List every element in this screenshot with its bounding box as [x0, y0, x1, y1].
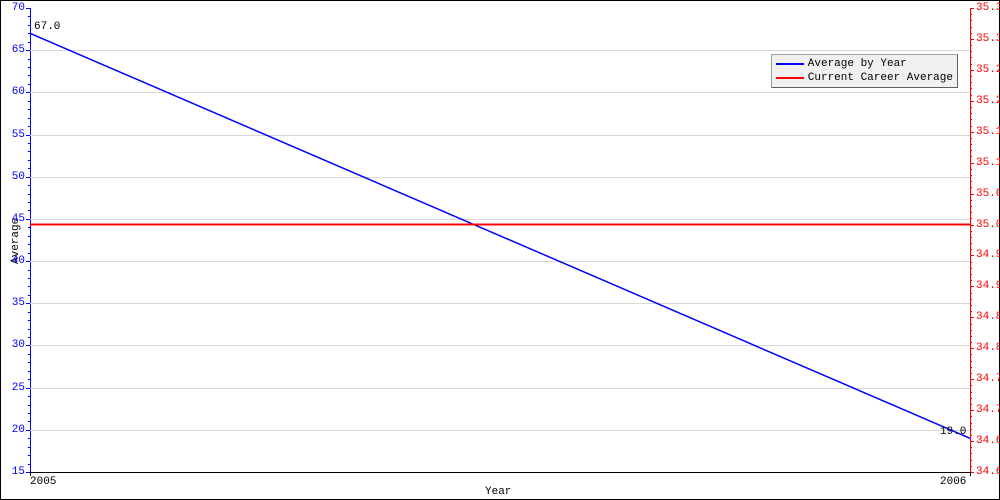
gridline-h — [30, 177, 970, 178]
y-right-tick-label: 34.80 — [976, 342, 1000, 354]
y-left-tick-label: 55 — [12, 129, 25, 141]
x-tick — [970, 472, 971, 476]
y-right-tick-label: 35.05 — [976, 188, 1000, 200]
y-left-tick — [26, 92, 30, 93]
point-label: 67.0 — [34, 21, 60, 33]
y-left-tick-label: 40 — [12, 255, 25, 267]
x-tick-label: 2006 — [940, 476, 966, 488]
gridline-h — [30, 50, 970, 51]
y-left-tick — [26, 430, 30, 431]
y-left-tick-label: 45 — [12, 213, 25, 225]
y-left-tick — [26, 345, 30, 346]
y-left-tick — [26, 219, 30, 220]
y-right-tick-label: 35.35 — [976, 2, 1000, 14]
y-right-tick-label: 34.85 — [976, 311, 1000, 323]
y-right-tick-label: 35.15 — [976, 126, 1000, 138]
legend-label-0: Average by Year — [808, 58, 907, 70]
y-right-tick-label: 34.75 — [976, 373, 1000, 385]
y-right-tick — [970, 194, 974, 195]
y-left-tick — [26, 303, 30, 304]
y-left-tick-label: 50 — [12, 171, 25, 183]
y-right-tick-label: 35.10 — [976, 157, 1000, 169]
gridline-h — [30, 388, 970, 389]
y-left-tick-label: 70 — [12, 2, 25, 14]
y-left-tick — [26, 261, 30, 262]
gridline-h — [30, 135, 970, 136]
y-axis-left-line — [30, 8, 31, 472]
gridline-h — [30, 261, 970, 262]
y-right-tick — [970, 410, 974, 411]
legend-label-1: Current Career Average — [808, 72, 953, 84]
y-right-tick — [970, 39, 974, 40]
y-right-tick — [970, 132, 974, 133]
gridline-h — [30, 303, 970, 304]
y-right-tick — [970, 348, 974, 349]
legend-swatch-0 — [776, 63, 804, 65]
gridline-h — [30, 345, 970, 346]
y-left-tick-label: 25 — [12, 382, 25, 394]
gridline-h — [30, 92, 970, 93]
y-right-tick — [970, 286, 974, 287]
y-right-tick-label: 35.00 — [976, 219, 1000, 231]
y-right-tick — [970, 70, 974, 71]
legend: Average by Year Current Career Average — [771, 54, 958, 88]
y-right-tick-label: 34.60 — [976, 466, 1000, 478]
y-right-tick — [970, 163, 974, 164]
y-left-tick-label: 35 — [12, 297, 25, 309]
y-left-tick — [26, 50, 30, 51]
y-right-tick — [970, 441, 974, 442]
y-left-tick-label: 15 — [12, 466, 25, 478]
y-axis-right-line — [970, 8, 971, 472]
y-right-tick — [970, 8, 974, 9]
y-right-tick-label: 34.95 — [976, 249, 1000, 261]
y-right-tick — [970, 101, 974, 102]
x-tick-label: 2005 — [30, 476, 56, 488]
y-right-tick-label: 35.30 — [976, 33, 1000, 45]
y-right-tick — [970, 225, 974, 226]
y-left-tick-label: 65 — [12, 44, 25, 56]
legend-item-avg-by-year: Average by Year — [776, 57, 953, 71]
y-left-tick-label: 60 — [12, 86, 25, 98]
y-right-tick-label: 34.65 — [976, 435, 1000, 447]
x-axis-line — [30, 472, 970, 473]
y-right-tick — [970, 379, 974, 380]
y-right-tick — [970, 255, 974, 256]
legend-item-career-avg: Current Career Average — [776, 71, 953, 85]
gridline-h — [30, 430, 970, 431]
point-label: 19.0 — [940, 426, 966, 438]
y-right-tick-label: 34.90 — [976, 280, 1000, 292]
y-left-tick — [26, 8, 30, 9]
y-left-tick-label: 30 — [12, 339, 25, 351]
chart-container: Average by Year Current Career Average A… — [0, 0, 1000, 500]
y-right-tick-label: 35.25 — [976, 64, 1000, 76]
x-axis-label: Year — [485, 486, 511, 498]
y-right-tick — [970, 317, 974, 318]
legend-swatch-1 — [776, 77, 804, 79]
y-right-tick-label: 34.70 — [976, 404, 1000, 416]
y-left-tick-label: 20 — [12, 424, 25, 436]
y-left-tick — [26, 177, 30, 178]
gridline-h — [30, 219, 970, 220]
y-right-tick-label: 35.20 — [976, 95, 1000, 107]
y-left-tick — [26, 388, 30, 389]
y-left-tick — [26, 135, 30, 136]
